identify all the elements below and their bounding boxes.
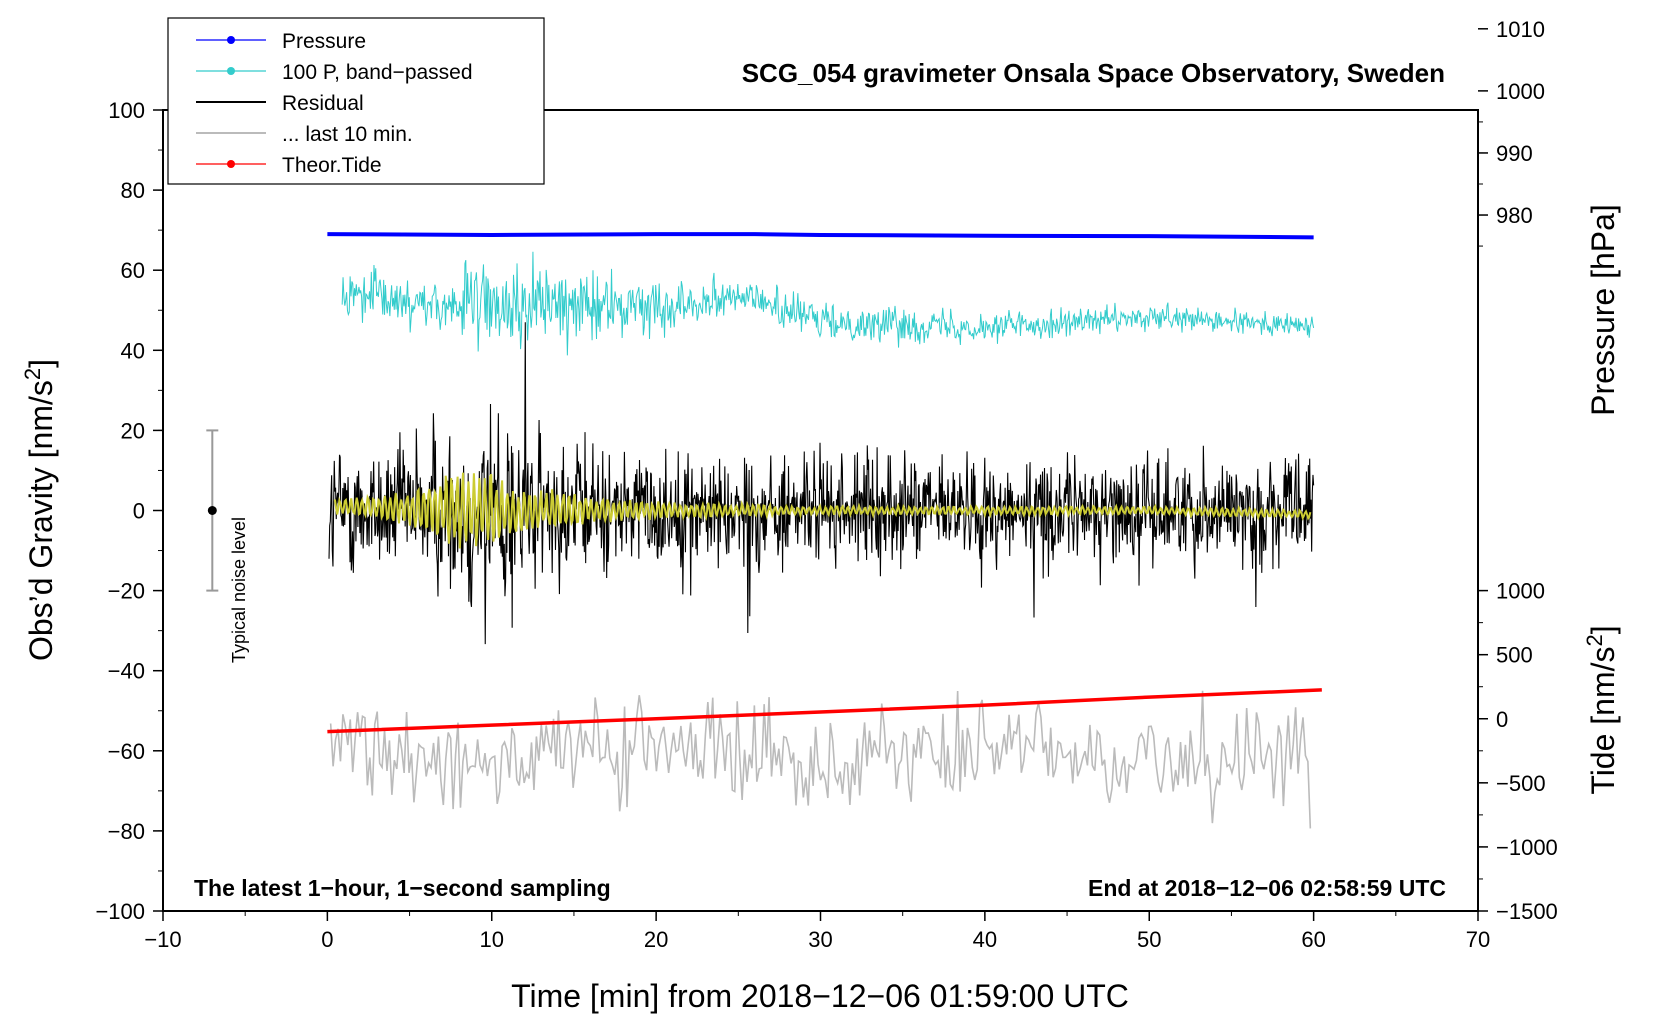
theoretical-tide-series (327, 688, 1322, 734)
tide-tick-label: 0 (1496, 707, 1508, 732)
noise-level-label: Typical noise level (229, 517, 249, 663)
chart-title: SCG_054 gravimeter Onsala Space Observat… (742, 58, 1445, 88)
residual-line (328, 322, 1315, 645)
band-passed-line (341, 251, 1315, 356)
last-10-min-line (329, 690, 1312, 829)
x-tick-label: 50 (1137, 927, 1161, 952)
y-axis-left: −100 −80 −60 −40 −20 0 20 40 60 80 100 (95, 98, 163, 924)
tide-tick-label: 500 (1496, 643, 1533, 668)
x-tick-label: 20 (644, 927, 668, 952)
pressure-tick-label: 990 (1496, 141, 1533, 166)
tide-tick-label: −500 (1496, 771, 1546, 796)
y-axis-left-title: Obs’d Gravity [nm/s2] (20, 359, 59, 661)
legend-swatch-marker (227, 67, 235, 75)
last-10-min-series (329, 690, 1312, 829)
pressure-line (327, 232, 1314, 240)
filtered-residual-series (333, 472, 1312, 549)
pressure-tick-label: 1010 (1496, 17, 1545, 42)
noise-level-indicator: Typical noise level (206, 429, 249, 663)
y-tick-label: 0 (133, 499, 145, 524)
legend-label: Theor.Tide (282, 154, 382, 177)
y-tick-label: 20 (121, 418, 145, 443)
y-tick-label: −40 (108, 659, 145, 684)
y-tick-label: 60 (121, 258, 145, 283)
legend-label: ... last 10 min. (282, 123, 413, 146)
y-tick-label: −100 (95, 899, 145, 924)
legend: Pressure 100 P, band−passed Residual ... la… (167, 17, 545, 185)
x-tick-label: 70 (1466, 927, 1490, 952)
pressure-tick-label: 1000 (1496, 79, 1545, 104)
x-tick-label: 40 (973, 927, 997, 952)
x-tick-label: 10 (480, 927, 504, 952)
noise-bar-center-dot (207, 506, 217, 515)
annotation-end-time: End at 2018−12−06 02:58:59 UTC (1088, 875, 1446, 901)
legend-label: Pressure (282, 30, 366, 53)
x-axis-title: Time [min] from 2018−12−06 01:59:00 UTC (511, 978, 1129, 1014)
tide-line (327, 688, 1322, 734)
band-passed-pressure-series (341, 251, 1315, 356)
y-axis-tide: −1500 −1000 −500 0 500 1000 (1478, 579, 1558, 924)
legend-label: Residual (282, 92, 364, 115)
x-tick-label: −10 (144, 927, 181, 952)
x-tick-label: 60 (1301, 927, 1325, 952)
filtered-residual-line (333, 472, 1312, 549)
y-tick-label: −60 (108, 739, 145, 764)
y-tick-label: −80 (108, 819, 145, 844)
pressure-tick-label: 980 (1496, 203, 1533, 228)
tide-tick-label: −1000 (1496, 835, 1558, 860)
y-axis-pressure-title: Pressure [hPa] (1585, 204, 1621, 416)
annotation-sampling: The latest 1−hour, 1−second sampling (194, 875, 611, 901)
y-tick-label: 40 (121, 338, 145, 363)
legend-swatch-marker (227, 160, 235, 168)
y-tick-label: 100 (108, 98, 145, 123)
y-tick-label: −20 (108, 579, 145, 604)
residual-series (328, 322, 1315, 645)
y-axis-tide-title: Tide [nm/s2] (1582, 625, 1621, 794)
y-tick-label: 80 (121, 178, 145, 203)
x-tick-label: 30 (808, 927, 832, 952)
pressure-series (327, 232, 1314, 240)
legend-label: 100 P, band−passed (282, 61, 473, 84)
tide-tick-label: 1000 (1496, 579, 1545, 604)
x-tick-label: 0 (321, 927, 333, 952)
x-axis: −10 0 10 20 30 40 50 60 70 (144, 911, 1490, 952)
y-axis-pressure: 9809901000101010201030 (1478, 17, 1545, 247)
legend-swatch-marker (227, 36, 235, 44)
tide-tick-label: −1500 (1496, 899, 1558, 924)
